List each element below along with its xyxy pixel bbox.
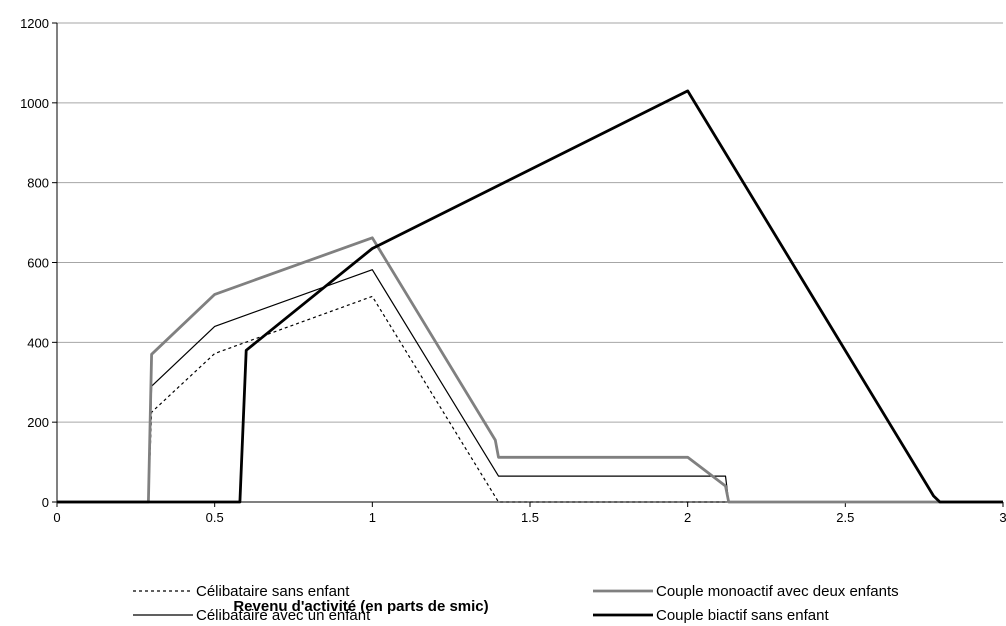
- y-tick-label: 1200: [20, 16, 49, 31]
- series-line-2: [57, 269, 1003, 503]
- y-tick-label: 600: [27, 256, 49, 271]
- x-tick-label: 0: [53, 510, 60, 525]
- x-axis-label: Revenu d'activité (en parts de smic): [233, 598, 488, 615]
- x-tick-label: 2: [684, 510, 691, 525]
- legend: Célibataire sans enfant Célibataire avec …: [133, 583, 899, 624]
- series-line-1: [57, 295, 1003, 503]
- x-tick-label: 1: [369, 510, 376, 525]
- x-tick-label: 3: [999, 510, 1006, 525]
- x-tick-label: 2.5: [836, 510, 854, 525]
- x-tick-label: 0.5: [206, 510, 224, 525]
- x-tick-labels: 0 0.5 1 1.5 2 2.5 3: [53, 510, 1006, 525]
- grid-lines: [57, 22, 1003, 423]
- y-tick-label: 800: [27, 176, 49, 191]
- legend-label: Célibataire avec un enfant: [196, 607, 371, 624]
- legend-label: Célibataire sans enfant: [196, 583, 350, 600]
- series-lines: [57, 89, 1003, 504]
- axes: [52, 22, 1004, 507]
- series-line-4: [57, 89, 1003, 504]
- y-tick-labels: 0 200 400 600 800 1000 1200: [20, 16, 49, 510]
- y-tick-label: 1000: [20, 96, 49, 111]
- y-tick-label: 0: [42, 495, 49, 510]
- series-line-3: [57, 236, 1003, 504]
- legend-label: Couple biactif sans enfant: [656, 607, 829, 624]
- x-tick-label: 1.5: [521, 510, 539, 525]
- y-tick-label: 200: [27, 415, 49, 430]
- legend-label: Couple monoactif avec deux enfants: [656, 583, 899, 600]
- y-tick-label: 400: [27, 335, 49, 350]
